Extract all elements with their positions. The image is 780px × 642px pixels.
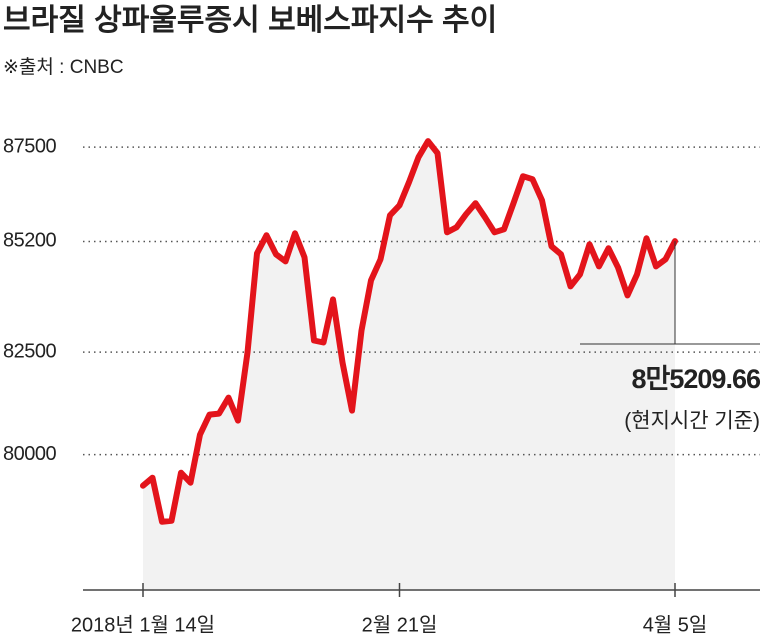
x-tick-label: 4월 5일 <box>643 613 708 636</box>
chart-title: 브라질 상파울루증시 보베스파지수 추이 <box>3 4 497 37</box>
x-tick-label: 2월 21일 <box>362 613 438 636</box>
annotation-note: (현지시간 기준) <box>624 410 760 433</box>
area <box>143 141 675 590</box>
y-tick-label: 87500 <box>3 135 56 157</box>
y-tick-label: 85200 <box>3 230 56 252</box>
chart-subtitle: ※출처 : CNBC <box>3 56 124 78</box>
x-tick-label: 2018년 1월 14일 <box>71 613 215 636</box>
annotation-value: 8만5209.66 <box>632 364 761 394</box>
line <box>140 138 678 525</box>
y-tick-label: 82500 <box>3 340 56 362</box>
y-tick-label: 80000 <box>3 443 56 465</box>
